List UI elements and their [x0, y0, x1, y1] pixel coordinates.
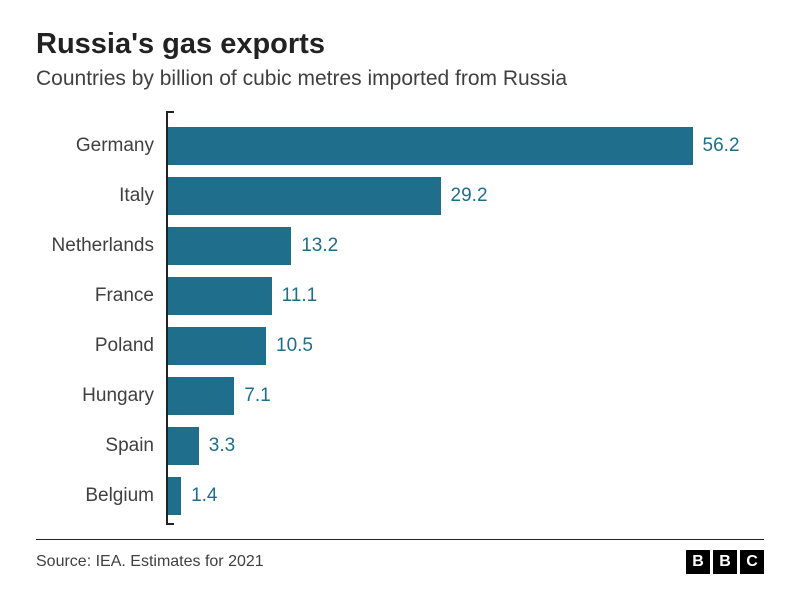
bar	[168, 327, 266, 365]
logo-letter: B	[686, 550, 710, 574]
chart-footer: Source: IEA. Estimates for 2021 BBC	[36, 539, 764, 574]
chart-subtitle: Countries by billion of cubic metres imp…	[36, 67, 764, 91]
bar-row: Hungary7.1	[168, 371, 764, 421]
bar-row: Netherlands13.2	[168, 221, 764, 271]
bar	[168, 377, 234, 415]
logo-letter: C	[740, 550, 764, 574]
bar-value: 1.4	[191, 485, 217, 507]
logo-letter: B	[713, 550, 737, 574]
axis-tick-bottom	[166, 523, 174, 525]
chart-container: Russia's gas exports Countries by billio…	[0, 0, 800, 614]
bar	[168, 177, 441, 215]
axis-tick-top	[166, 111, 174, 113]
bar	[168, 127, 693, 165]
bar-label: Poland	[95, 335, 154, 357]
bar-label: Belgium	[85, 485, 154, 507]
bar-row: Poland10.5	[168, 321, 764, 371]
bar-row: Germany56.2	[168, 121, 764, 171]
bar-value: 10.5	[276, 335, 313, 357]
bar	[168, 477, 181, 515]
bar-value: 56.2	[703, 135, 740, 157]
bbc-logo: BBC	[686, 550, 764, 574]
bar-row: France11.1	[168, 271, 764, 321]
bar	[168, 427, 199, 465]
bar-label: Germany	[76, 135, 154, 157]
bar-label: Italy	[119, 185, 154, 207]
bar-label: France	[95, 285, 154, 307]
bar-row: Belgium1.4	[168, 471, 764, 521]
bar-value: 11.1	[282, 285, 318, 307]
source-text: Source: IEA. Estimates for 2021	[36, 553, 264, 571]
bar-label: Hungary	[82, 385, 154, 407]
bar-value: 29.2	[451, 185, 488, 207]
bar	[168, 227, 291, 265]
bar-value: 13.2	[301, 235, 338, 257]
bar-label: Spain	[105, 435, 154, 457]
bar-chart: Germany56.2Italy29.2Netherlands13.2Franc…	[166, 111, 764, 525]
bar-value: 3.3	[209, 435, 235, 457]
bar-value: 7.1	[244, 385, 270, 407]
bar-row: Spain3.3	[168, 421, 764, 471]
bar-label: Netherlands	[52, 235, 154, 257]
chart-title: Russia's gas exports	[36, 28, 764, 61]
bar	[168, 277, 272, 315]
bar-row: Italy29.2	[168, 171, 764, 221]
